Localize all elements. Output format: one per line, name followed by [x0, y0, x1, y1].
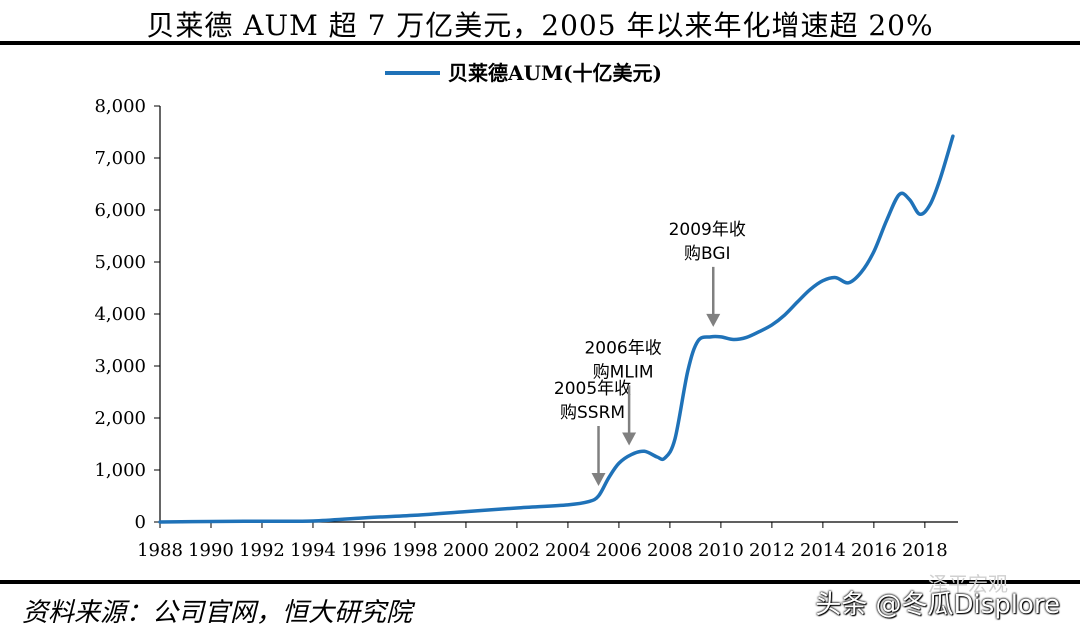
x-tick-label: 2000 [443, 540, 489, 561]
x-tick-label: 2018 [902, 540, 948, 561]
annotation-label-line2: 购MLIM [593, 362, 654, 382]
y-tick-label: 2,000 [94, 408, 146, 429]
y-tick-label: 6,000 [94, 200, 146, 221]
x-tick-label: 1996 [341, 540, 387, 561]
watermark: 头条 @冬瓜Displore [815, 584, 1060, 621]
x-tick-label: 2004 [545, 540, 591, 561]
x-tick-label: 2014 [800, 540, 846, 561]
y-tick-label: 8,000 [94, 96, 146, 117]
annotation-label-line1: 2006年收 [584, 338, 661, 358]
x-tick-label: 2002 [494, 540, 540, 561]
legend-label: 贝莱德AUM(十亿美元) [448, 61, 662, 85]
x-tick-label: 2010 [698, 540, 744, 561]
y-tick-label: 5,000 [94, 252, 146, 273]
x-tick-label: 2008 [647, 540, 693, 561]
y-tick-label: 1,000 [94, 460, 146, 481]
x-tick-label: 1988 [137, 540, 183, 561]
series-line-aum [160, 136, 953, 522]
y-tick-label: 4,000 [94, 304, 146, 325]
x-tick-label: 1998 [392, 540, 438, 561]
annotation-arrow-head [706, 314, 720, 327]
x-tick-label: 2012 [749, 540, 795, 561]
y-tick-label: 3,000 [94, 356, 146, 377]
x-tick-label: 2006 [596, 540, 642, 561]
annotation-label-line2: 购SSRM [560, 403, 625, 423]
legend: 贝莱德AUM(十亿美元) [385, 61, 662, 85]
y-tick-label: 0 [135, 512, 146, 533]
x-tick-label: 1990 [188, 540, 234, 561]
x-tick-label: 1992 [239, 540, 285, 561]
y-tick-label: 7,000 [94, 148, 146, 169]
annotation-label-line2: 购BGI [684, 244, 731, 264]
annotation-label-line1: 2009年收 [669, 220, 746, 240]
x-tick-label: 1994 [290, 540, 336, 561]
annotation-arrow-head [622, 432, 636, 445]
annotation-1: 2005年收购SSRM [554, 379, 631, 486]
source-note: 资料来源：公司官网，恒大研究院 [22, 592, 412, 629]
x-tick-label: 2016 [851, 540, 897, 561]
annotation-3: 2009年收购BGI [669, 220, 746, 327]
